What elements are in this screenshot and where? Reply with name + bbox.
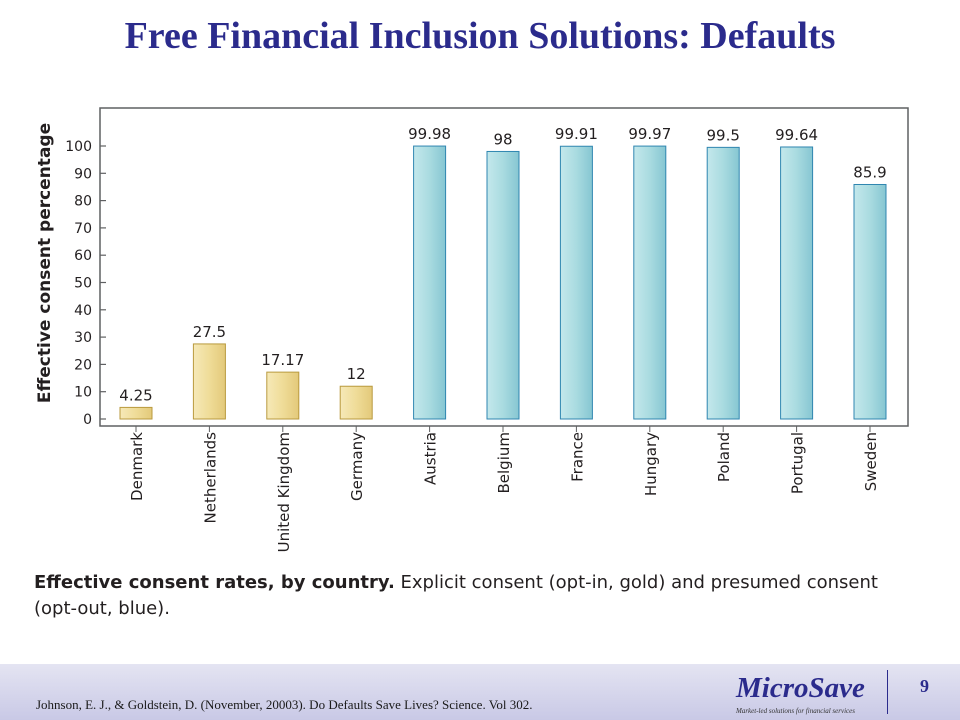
chart: 0 10 20 30 40 50 60 70 80 90 100 4.25 27.5 17.17 12 99…: [35, 107, 909, 552]
bar-portugal: [780, 146, 814, 420]
data-label: 4.25: [119, 386, 152, 404]
logo-tagline: Market-led solutions for financial servi…: [736, 707, 855, 715]
x-tick-label: Belgium: [495, 432, 513, 494]
logo-divider: [887, 670, 888, 714]
y-tick-label: 70: [74, 221, 92, 237]
figure-caption: Effective consent rates, by country. Exp…: [34, 570, 914, 622]
value-labels: 4.25 27.5 17.17 12 99.98 98 99.91 99.97 99.5 99.6…: [119, 125, 886, 404]
x-tick-label: Austria: [422, 432, 440, 485]
bar-france: [559, 145, 593, 420]
y-tick-label: 0: [83, 412, 92, 428]
footer-band: [0, 664, 960, 720]
bar-poland: [706, 146, 740, 420]
x-axis-labels: Denmark Netherlands United Kingdom Germany A…: [128, 426, 880, 552]
data-label: 12: [347, 365, 366, 383]
bar-belgium: [486, 150, 520, 420]
data-label: 99.64: [775, 126, 818, 144]
y-tick-label: 80: [74, 194, 92, 210]
bar-united-kingdom: [266, 371, 300, 420]
y-axis: 0 10 20 30 40 50 60 70 80 90 100: [65, 139, 106, 428]
data-label: 17.17: [261, 351, 304, 369]
y-tick-label: 60: [74, 248, 92, 264]
caption-bold: Effective consent rates, by country.: [34, 572, 395, 593]
y-tick-label: 90: [74, 166, 92, 182]
bar-sweden: [853, 183, 887, 420]
data-label: 99.98: [408, 125, 451, 143]
bar-netherlands: [192, 343, 226, 420]
y-tick-label: 40: [74, 303, 92, 319]
x-tick-label: Portugal: [789, 432, 807, 494]
bar-hungary: [633, 145, 667, 420]
x-tick-label: United Kingdom: [275, 432, 293, 552]
data-label: 27.5: [193, 323, 226, 341]
data-label: 99.97: [628, 125, 671, 143]
bars: [119, 145, 887, 420]
x-tick-label: France: [568, 432, 586, 482]
data-label: 99.5: [706, 126, 739, 144]
y-tick-label: 10: [74, 385, 92, 401]
y-tick-label: 20: [74, 357, 92, 373]
slide-title: Free Financial Inclusion Solutions: Defa…: [124, 15, 836, 57]
y-tick-label: 50: [74, 276, 92, 292]
x-tick-label: Denmark: [128, 432, 146, 501]
y-axis-title: Effective consent percentage: [35, 123, 55, 403]
x-tick-label: Hungary: [642, 432, 660, 496]
data-label: 85.9: [853, 163, 886, 181]
data-label: 98: [493, 130, 512, 148]
logo-name: MicroSave: [736, 672, 865, 704]
y-tick-label: 100: [65, 139, 92, 155]
microsave-logo: MicroSave Market-led solutions for finan…: [736, 672, 884, 718]
citation: Johnson, E. J., & Goldstein, D. (Novembe…: [36, 697, 533, 712]
bar-germany: [339, 385, 373, 420]
bar-austria: [413, 145, 447, 420]
y-tick-label: 30: [74, 330, 92, 346]
page-number: 9: [920, 676, 929, 696]
caption-text: Explicit consent (opt-in, gold) and pres…: [34, 572, 878, 619]
x-tick-label: Poland: [715, 432, 733, 482]
data-label: 99.91: [555, 125, 598, 143]
x-tick-label: Germany: [348, 432, 366, 501]
x-tick-label: Netherlands: [201, 432, 219, 524]
x-tick-label: Sweden: [862, 432, 880, 491]
bar-denmark: [119, 406, 153, 420]
